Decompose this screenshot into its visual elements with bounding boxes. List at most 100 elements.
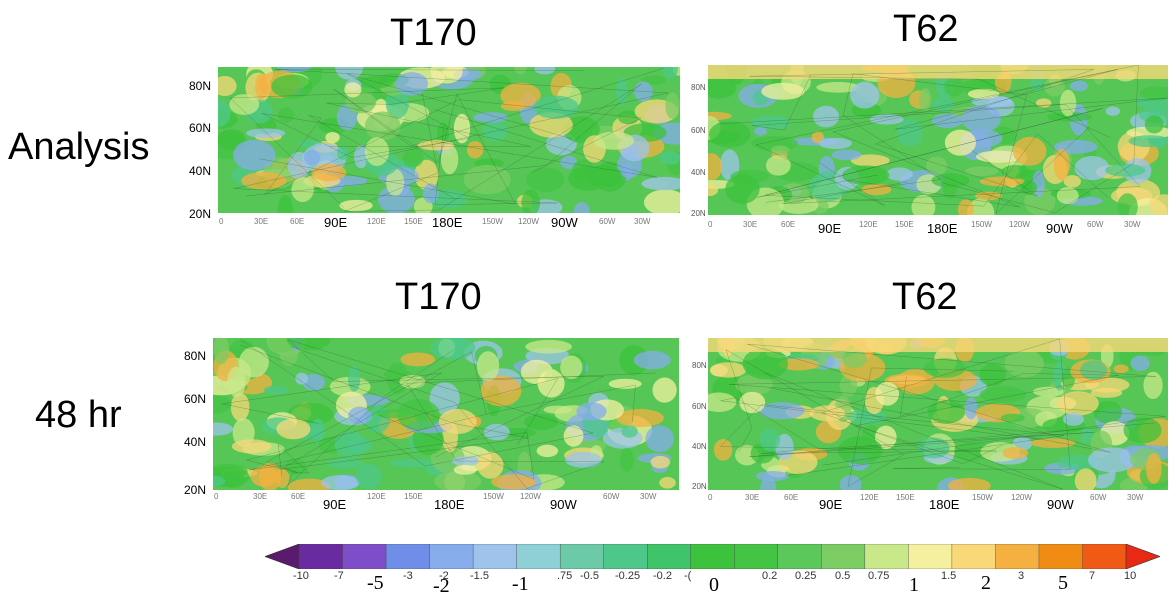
colorbar-tick: 0.75 <box>868 570 890 582</box>
field-blob <box>534 67 556 75</box>
lon-label: 150E <box>896 493 915 502</box>
field-blob <box>311 163 347 182</box>
field-blob <box>347 365 361 392</box>
lon-label: 0 <box>219 217 224 226</box>
field-blob <box>932 97 954 112</box>
field-blob <box>430 67 463 84</box>
field-blob <box>1117 193 1138 215</box>
colorbar <box>264 543 1161 570</box>
field-blob <box>276 418 311 440</box>
lon-label: 60W <box>603 492 620 501</box>
field-blob <box>396 399 440 431</box>
lat-label: 60N <box>692 402 707 411</box>
field-blob <box>593 131 635 150</box>
field-blob <box>650 455 671 469</box>
field-blob <box>286 338 331 351</box>
lat-label: 40N <box>692 442 707 451</box>
field-blob <box>389 458 438 468</box>
field-blob <box>1091 387 1123 398</box>
field-blob <box>417 140 454 151</box>
lon-label: 30W <box>1127 493 1144 502</box>
field-blob <box>615 77 628 106</box>
colorbar-tick: -( <box>684 570 692 582</box>
lon-label: 120W <box>520 492 541 501</box>
field-blob <box>819 137 852 150</box>
lon-label: 60E <box>781 220 796 229</box>
field-blob <box>923 358 966 378</box>
lon-label: 30E <box>253 492 268 501</box>
field-blob <box>565 451 602 468</box>
lat-label: 80N <box>184 349 207 363</box>
field-blob <box>919 88 932 112</box>
field-blob <box>1149 194 1168 215</box>
lat-label: 20N <box>691 209 706 218</box>
colorbar-tick: 0.2 <box>762 570 778 582</box>
colorbar-major-tick: -1 <box>512 573 529 595</box>
field-blob <box>944 129 977 156</box>
field-blob <box>1021 179 1038 196</box>
lat-label: 20N <box>189 207 212 221</box>
colorbar-tick: -0.5 <box>580 570 599 582</box>
colorbar-swatch <box>995 543 1040 570</box>
field-blob <box>434 470 482 490</box>
field-blob <box>295 372 308 385</box>
lon-label: 90W <box>1046 221 1073 236</box>
field-blob <box>1059 89 1077 117</box>
field-blob <box>761 82 805 100</box>
field-blob <box>271 74 313 99</box>
colorbar-swatch <box>342 543 387 570</box>
polar-band <box>708 338 1168 352</box>
field-blob <box>735 374 773 396</box>
field-blob <box>1144 115 1164 134</box>
lon-label: 60E <box>290 217 305 226</box>
field-blob <box>911 194 936 215</box>
field-blob <box>576 402 607 421</box>
field-blob <box>348 406 371 425</box>
field-blob <box>402 148 424 168</box>
field-blob <box>430 443 465 473</box>
field-blob <box>483 423 510 441</box>
lat-label: 20N <box>692 482 707 491</box>
lat-label: 40N <box>184 435 207 449</box>
lon-label: 30E <box>254 217 269 226</box>
lon-label: 90E <box>819 497 843 512</box>
lon-label: 90E <box>324 215 348 230</box>
field-blob <box>334 431 367 458</box>
lon-label: 60E <box>291 492 306 501</box>
field-blob <box>944 76 964 97</box>
lat-label: 80N <box>691 83 706 92</box>
lon-label: 0 <box>214 492 219 501</box>
field-blob <box>1000 413 1025 423</box>
field-blob <box>1057 391 1099 416</box>
field-blob <box>1035 98 1052 108</box>
field-blob <box>213 394 232 414</box>
colorbar-swatch <box>516 543 561 570</box>
coastline <box>264 99 642 200</box>
lon-label: 30W <box>634 217 651 226</box>
field-blob <box>277 107 294 123</box>
coastline <box>233 69 669 205</box>
colorbar-swatch <box>690 543 735 570</box>
field-blob <box>979 386 1027 403</box>
field-blob <box>742 347 789 380</box>
lat-label: 40N <box>691 168 706 177</box>
field-blob <box>218 75 237 97</box>
field-blob <box>514 67 527 75</box>
field-blob <box>250 465 278 487</box>
lon-label: 150E <box>404 217 423 226</box>
colorbar-swatch <box>821 543 866 570</box>
field-blob <box>1105 106 1121 116</box>
field-blob <box>875 425 897 450</box>
map-field <box>708 65 1168 215</box>
field-blob <box>885 167 913 181</box>
map-field <box>213 338 679 490</box>
colorbar-swatch <box>472 543 518 570</box>
field-blob <box>766 155 791 176</box>
field-blob <box>277 195 293 213</box>
field-blob <box>395 72 429 96</box>
colorbar-tick: 3 <box>1018 570 1025 582</box>
field-blob <box>725 173 760 204</box>
lon-label: 0 <box>708 220 713 229</box>
colorbar-swatch <box>429 543 474 570</box>
field-blob <box>536 444 559 458</box>
